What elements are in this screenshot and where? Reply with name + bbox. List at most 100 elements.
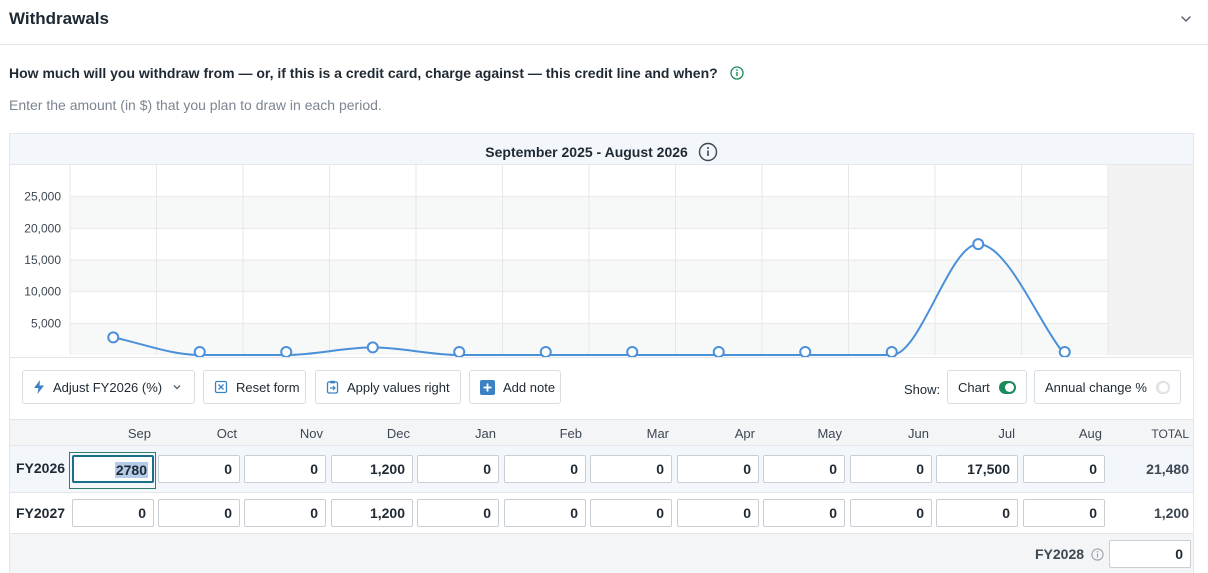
reset-icon <box>214 380 228 394</box>
adjust-percent-label: Adjust FY2026 (%) <box>53 379 163 395</box>
value-input[interactable]: 0 <box>244 499 326 527</box>
add-note-button[interactable]: Add note <box>469 370 561 404</box>
month-header: Aug <box>1078 426 1102 441</box>
fy2028-input[interactable]: 0 <box>1109 540 1191 568</box>
chart-data-point <box>712 346 725 357</box>
y-tick-label: 15,000 <box>24 253 61 267</box>
month-header: Dec <box>386 426 410 441</box>
selected-cell-frame <box>69 452 156 489</box>
add-note-label: Add note <box>503 379 556 395</box>
value-input[interactable]: 0 <box>244 455 326 483</box>
chart-data-point <box>626 346 639 357</box>
panel-title-bar: September 2025 - August 2026 <box>10 134 1193 165</box>
chart-toggle-label: Chart <box>958 379 990 395</box>
withdrawals-panel: September 2025 - August 2026 5,000 10,000… <box>9 133 1194 573</box>
row-label: FY2026 <box>16 460 66 476</box>
value-input[interactable]: 0 <box>763 455 845 483</box>
reset-form-label: Reset form <box>236 379 300 395</box>
section-header[interactable]: Withdrawals <box>0 0 1208 45</box>
table-row-fy2026: FY2026 2780 0 0 1,200 0 0 0 0 0 0 17,500… <box>10 445 1193 492</box>
value-input[interactable]: 1,200 <box>331 499 413 527</box>
month-header: Apr <box>734 426 755 441</box>
value-input[interactable]: 0 <box>936 499 1018 527</box>
chart-data-point <box>280 346 293 357</box>
value-input[interactable]: 0 <box>72 499 154 527</box>
month-header: Mar <box>646 426 669 441</box>
chart-future-area <box>1108 165 1193 355</box>
chart-data-point <box>193 346 206 357</box>
chart-data-point <box>107 331 120 344</box>
chart-data-point <box>885 346 898 357</box>
annual-change-label: Annual change % <box>1045 379 1147 395</box>
table-row-fy2027: FY2027 0 0 0 1,200 0 0 0 0 0 0 0 0 1,200 <box>10 492 1193 533</box>
chevron-down-icon <box>173 385 181 390</box>
chart-data-point <box>366 341 379 354</box>
add-note-icon <box>480 379 495 395</box>
question: How much will you withdraw from — or, if… <box>9 65 744 81</box>
chevron-down-icon[interactable] <box>1178 11 1194 27</box>
panel-title: September 2025 - August 2026 <box>485 144 688 160</box>
fy2028-label: FY2028 <box>1035 546 1104 562</box>
annual-change-toggle[interactable]: Annual change % <box>1034 370 1181 404</box>
row-total: 21,480 <box>1146 461 1189 477</box>
table-header-row: Sep Oct Nov Dec Jan Feb Mar Apr May Jun … <box>10 419 1193 445</box>
value-input[interactable]: 17,500 <box>936 455 1018 483</box>
value-input[interactable]: 0 <box>504 499 586 527</box>
value-input[interactable]: 0 <box>763 499 845 527</box>
y-tick-label: 25,000 <box>24 190 61 204</box>
value-input[interactable]: 0 <box>1023 499 1105 527</box>
y-tick-label: 20,000 <box>24 221 61 235</box>
lightning-icon <box>34 380 44 394</box>
chart-toggle[interactable]: Chart <box>947 370 1027 404</box>
row-label: FY2027 <box>16 505 66 521</box>
y-tick-label: 10,000 <box>24 285 61 299</box>
value-input[interactable]: 0 <box>1023 455 1105 483</box>
section-title: Withdrawals <box>9 9 109 28</box>
toolbar: Adjust FY2026 (%) Reset form Apply value… <box>10 357 1193 419</box>
adjust-percent-dropdown[interactable]: Adjust FY2026 (%) <box>22 370 195 404</box>
info-icon[interactable] <box>1091 548 1104 561</box>
withdrawals-chart: 5,000 10,000 15,000 20,000 25,000 <box>24 165 1193 357</box>
value-input[interactable]: 0 <box>590 455 672 483</box>
month-header: May <box>817 426 842 441</box>
instructions-text: Enter the amount (in $) that you plan to… <box>9 97 382 113</box>
value-input[interactable]: 0 <box>850 499 932 527</box>
month-header: Jun <box>908 426 929 441</box>
info-icon[interactable] <box>729 66 744 80</box>
value-input[interactable]: 2780 <box>72 455 154 483</box>
value-input[interactable]: 0 <box>677 499 759 527</box>
chart-toggle-switch[interactable] <box>998 380 1016 394</box>
chart-data-point <box>453 346 466 357</box>
month-header: Sep <box>127 426 151 441</box>
info-icon[interactable] <box>698 142 718 162</box>
value-input[interactable]: 0 <box>158 455 240 483</box>
chart-data-point <box>539 346 552 357</box>
month-header: Jul <box>998 426 1015 441</box>
reset-form-button[interactable]: Reset form <box>203 370 306 404</box>
value-input[interactable]: 0 <box>850 455 932 483</box>
month-header: Nov <box>299 426 323 441</box>
month-header: Oct <box>216 426 237 441</box>
value-input[interactable]: 0 <box>417 455 499 483</box>
month-header: Jan <box>475 426 496 441</box>
show-label: Show: <box>904 382 941 397</box>
chart-data-point <box>799 346 812 357</box>
value-input[interactable]: 0 <box>677 455 759 483</box>
chart-data-point <box>1058 346 1071 357</box>
value-input[interactable]: 0 <box>504 455 586 483</box>
clipboard-icon <box>326 380 339 394</box>
apply-values-label: Apply values right <box>347 379 450 395</box>
month-header: Feb <box>559 426 582 441</box>
question-text: How much will you withdraw from — or, if… <box>9 65 718 81</box>
value-input[interactable]: 0 <box>590 499 672 527</box>
table-row-fy2028: FY2028 0 <box>10 533 1193 573</box>
y-tick-label: 5,000 <box>31 316 61 330</box>
annual-change-switch[interactable] <box>1155 380 1170 394</box>
apply-values-right-button[interactable]: Apply values right <box>315 370 461 404</box>
value-input[interactable]: 1,200 <box>331 455 413 483</box>
chart-data-point <box>972 238 985 251</box>
value-input[interactable]: 0 <box>417 499 499 527</box>
total-header: TOTAL <box>1151 427 1189 441</box>
value-input[interactable]: 0 <box>158 499 240 527</box>
row-total: 1,200 <box>1153 505 1189 521</box>
